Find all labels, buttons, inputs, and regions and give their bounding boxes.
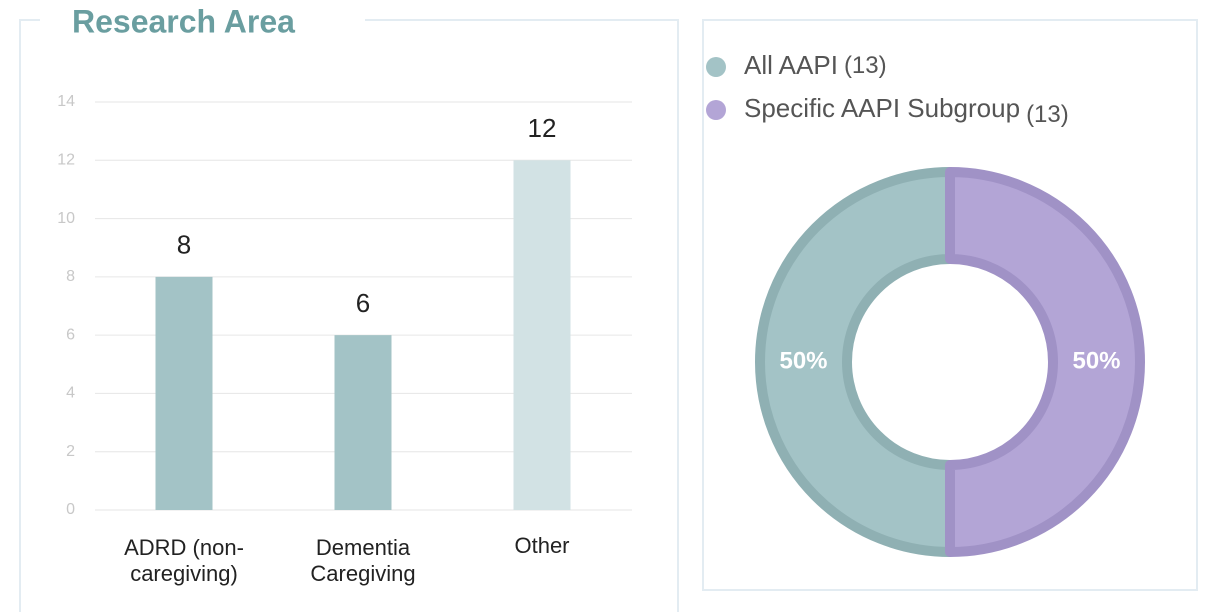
value-label: 8 [177,230,191,260]
x-tick-label: Dementia Caregiving [310,535,416,586]
y-tick-label: 2 [66,443,75,460]
y-tick-label: 12 [57,152,75,169]
value-label: 6 [356,288,370,318]
legend-marker [706,100,726,120]
legend-count: (13) [844,52,887,79]
bar-panel [19,19,679,612]
bar [334,335,392,510]
chart-title: Research Area [72,3,295,39]
bar [513,160,571,511]
y-tick-label: 4 [66,385,75,402]
x-tick-label: ADRD (non-caregiving) [124,535,244,586]
value-label: 50% [779,347,827,374]
legend-label: All AAPI (13) [744,50,887,80]
y-tick-label: 6 [66,326,75,343]
legend-count: (13) [1026,101,1069,128]
legend-name: Specific AAPI Subgroup [744,93,1020,123]
pie-panel [702,19,1198,591]
y-tick-label: 0 [66,501,75,518]
y-tick-label: 10 [57,210,75,227]
donut-slice [945,167,1145,557]
legend-marker [706,57,726,77]
y-tick-label: 14 [57,93,75,110]
legend-name: All AAPI [744,50,838,80]
title-backdrop [40,0,365,45]
bar [155,276,213,510]
y-tick-label: 8 [66,268,75,285]
donut-slice [755,167,955,557]
x-tick-label: Other [514,533,570,558]
value-label: 50% [1072,347,1120,374]
value-label: 12 [528,113,557,143]
legend-label: Specific AAPI Subgroup (13) [744,93,1069,128]
